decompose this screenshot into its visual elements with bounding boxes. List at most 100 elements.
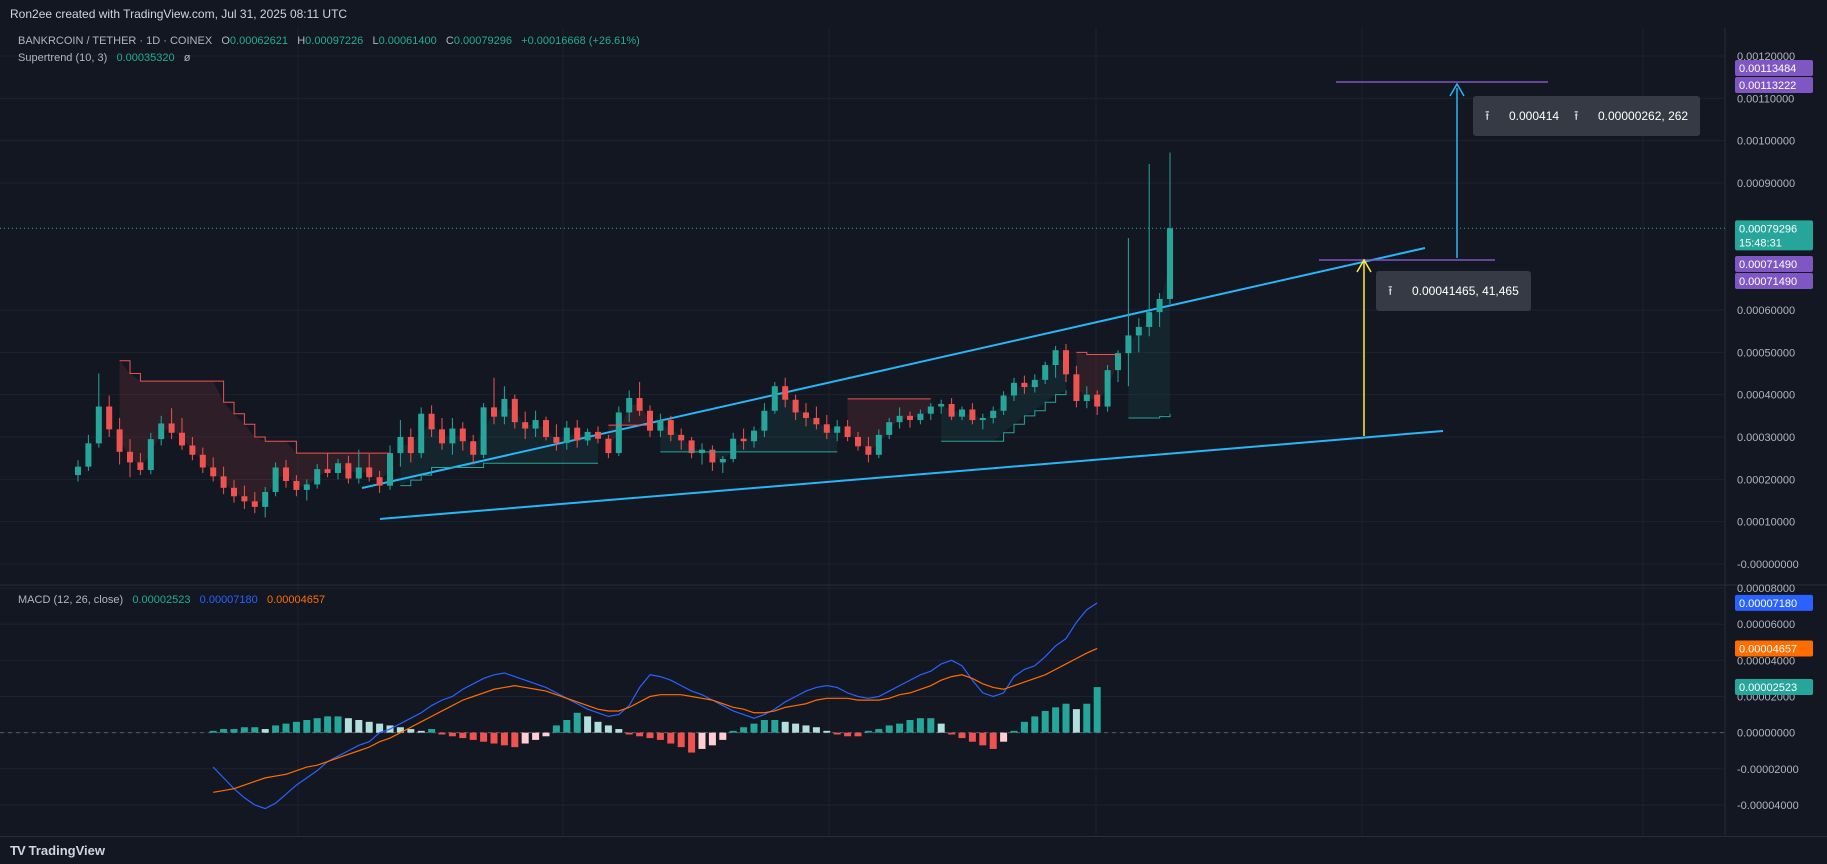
price-tag-base-low: 0.00071490 bbox=[1739, 276, 1797, 288]
candle-body bbox=[449, 428, 456, 444]
candle bbox=[75, 460, 81, 482]
macd-histogram-bar bbox=[542, 732, 550, 737]
candle bbox=[574, 420, 581, 448]
low-label: L bbox=[372, 35, 379, 47]
candle-body bbox=[886, 422, 893, 435]
candle bbox=[262, 486, 269, 518]
candle bbox=[1115, 350, 1121, 382]
candle bbox=[439, 417, 445, 450]
macd-tick-label: 0.00004000 bbox=[1737, 655, 1795, 667]
candle bbox=[605, 434, 612, 459]
candle bbox=[636, 381, 643, 416]
candle bbox=[459, 422, 466, 451]
macd-histogram-bar bbox=[365, 721, 373, 733]
candle bbox=[116, 417, 123, 465]
candle bbox=[470, 434, 477, 465]
macd-histogram-bar bbox=[272, 725, 280, 733]
macd-histogram-bar bbox=[698, 732, 706, 749]
attribution-text: Ron2ee created with TradingView.com, Jul… bbox=[10, 7, 348, 21]
macd-histogram-bar bbox=[220, 729, 228, 733]
candle bbox=[179, 417, 185, 450]
macd-histogram-bar bbox=[1083, 703, 1091, 733]
macd-histogram-bar bbox=[532, 732, 540, 740]
candle-body bbox=[979, 417, 986, 421]
macd-histogram-bar bbox=[313, 718, 321, 733]
price-axis[interactable]: 0.001200000.001100000.001000000.00090000… bbox=[1735, 51, 1813, 812]
macd-histogram-bar bbox=[656, 732, 664, 740]
macd-histogram-bar bbox=[407, 729, 415, 733]
candle bbox=[428, 405, 435, 437]
measure-icon: ⭱ bbox=[1485, 108, 1490, 123]
macd-histogram-bar bbox=[1062, 703, 1070, 733]
measure-tooltip-lower-text: 0.00041465, 41,465 bbox=[1412, 284, 1519, 298]
candle-body bbox=[480, 407, 487, 455]
tradingview-logo[interactable]: TV TradingView bbox=[10, 843, 105, 858]
candle bbox=[1135, 318, 1142, 353]
supertrend-up-line bbox=[400, 462, 598, 487]
measure-tools[interactable] bbox=[1319, 81, 1548, 436]
supertrend-down-fill bbox=[119, 360, 390, 505]
candle bbox=[969, 403, 976, 425]
candle bbox=[782, 377, 789, 408]
candle-body bbox=[1000, 395, 1007, 411]
macd-histogram-bar bbox=[636, 732, 644, 737]
candle bbox=[563, 420, 570, 450]
macd-histogram-bar bbox=[324, 716, 332, 733]
macd-histogram-bar bbox=[1010, 730, 1018, 733]
macd-tick-label: -0.00002000 bbox=[1737, 764, 1799, 776]
measure-tooltip-upper-left-text: 0.000414 bbox=[1509, 109, 1560, 123]
candle bbox=[751, 426, 757, 448]
high-label: H bbox=[297, 35, 306, 47]
candle-body bbox=[251, 501, 258, 507]
candle-body bbox=[314, 469, 321, 485]
macd-histogram-bar bbox=[979, 732, 987, 746]
macd-histogram-bar bbox=[240, 727, 248, 733]
candle bbox=[147, 432, 154, 475]
candle-body bbox=[543, 420, 549, 437]
candle-body bbox=[740, 438, 747, 442]
candle-body bbox=[834, 426, 841, 433]
candle-body bbox=[501, 398, 508, 417]
candle bbox=[657, 413, 664, 437]
candle-body bbox=[75, 466, 81, 476]
candle-body bbox=[938, 403, 945, 407]
candle-body bbox=[730, 438, 737, 460]
price-tick-label: 0.00090000 bbox=[1737, 178, 1795, 190]
macd-histogram-bar bbox=[989, 732, 997, 749]
candle bbox=[1052, 345, 1059, 378]
candle-body bbox=[751, 430, 757, 442]
candle bbox=[1146, 163, 1153, 337]
candles-layer bbox=[75, 152, 1173, 518]
macd-tick-label: 0.00008000 bbox=[1737, 583, 1795, 595]
candle-body bbox=[397, 437, 404, 454]
macd-histogram-bar bbox=[916, 718, 924, 733]
candle bbox=[1021, 375, 1028, 394]
macd-histogram-value: 0.00002523 bbox=[132, 594, 191, 606]
macd-histogram-bar bbox=[927, 718, 935, 733]
macd-histogram-bar bbox=[584, 716, 592, 733]
candle bbox=[220, 466, 227, 495]
candle bbox=[740, 428, 747, 450]
supertrend-label: Supertrend (10, 3) bbox=[18, 52, 108, 64]
macd-tag-signal: 0.00004657 bbox=[1739, 643, 1797, 655]
candle-body bbox=[709, 449, 716, 463]
candle-body bbox=[761, 410, 768, 431]
candle-body bbox=[626, 398, 633, 413]
candle-body bbox=[127, 451, 133, 463]
price-tick-label: 0.00020000 bbox=[1737, 474, 1795, 486]
candle-body bbox=[1083, 394, 1090, 402]
candle-body bbox=[813, 417, 820, 425]
candle-body bbox=[293, 481, 300, 490]
supertrend-up-fill bbox=[660, 392, 838, 461]
macd-histogram-bar bbox=[428, 729, 436, 733]
trendlines[interactable] bbox=[361, 247, 1444, 520]
measure-tooltip-upper-right: ⭱ 0.00000262, 262 bbox=[1562, 96, 1701, 136]
macd-tag-macd: 0.00007180 bbox=[1739, 598, 1797, 610]
chart-canvas[interactable]: 0.001200000.001100000.001000000.00090000… bbox=[0, 28, 1827, 836]
candle bbox=[210, 457, 217, 482]
candle bbox=[1011, 377, 1017, 402]
candle-body bbox=[1115, 353, 1121, 371]
macd-tag-histogram-bg bbox=[1735, 679, 1813, 696]
candle-body bbox=[137, 462, 144, 471]
price-tick-label: 0.00110000 bbox=[1737, 93, 1794, 105]
